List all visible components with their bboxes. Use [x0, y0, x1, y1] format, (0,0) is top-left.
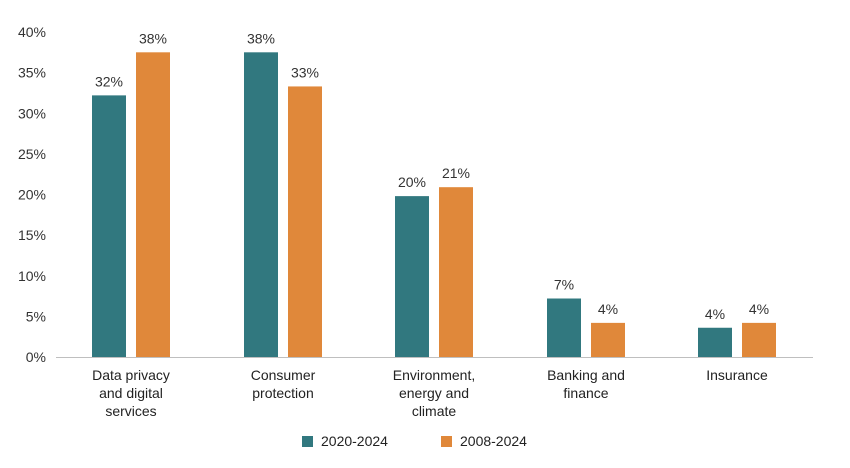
data-label: 4%	[598, 301, 618, 317]
x-category-line: and digital	[99, 385, 163, 401]
y-tick-label: 5%	[26, 308, 46, 324]
x-category-line: finance	[563, 385, 608, 401]
y-tick-label: 0%	[26, 349, 46, 365]
y-tick-label: 20%	[18, 187, 46, 203]
bar-2020-2024-4	[698, 327, 732, 357]
bar-2020-2024-0	[92, 95, 126, 357]
y-tick-label: 40%	[18, 24, 46, 40]
data-label: 38%	[139, 30, 167, 46]
legend: 2020-2024 2008-2024	[302, 433, 527, 449]
bar-2020-2024-1	[244, 52, 278, 357]
bar-2008-2024-0	[136, 52, 170, 357]
y-tick-label: 10%	[18, 268, 46, 284]
x-category-line: Data privacy	[92, 367, 170, 383]
data-label: 21%	[442, 165, 470, 181]
data-label: 20%	[398, 174, 426, 190]
x-category-line: protection	[252, 385, 313, 401]
bar-2020-2024-2	[395, 196, 429, 357]
x-category-label: Data privacy and digital services	[92, 367, 170, 419]
x-category-label: Consumer protection	[251, 367, 316, 401]
x-category-label: Insurance	[706, 367, 768, 383]
data-label: 32%	[95, 73, 123, 89]
bar-2008-2024-4	[742, 322, 776, 357]
data-label: 38%	[247, 30, 275, 46]
x-category-line: Environment,	[393, 367, 475, 383]
x-category-label: Environment, energy and climate	[393, 367, 475, 419]
x-category-line: Banking and	[547, 367, 625, 383]
y-axis: 0% 5% 10% 15% 20% 25% 30% 35% 40%	[18, 24, 46, 365]
x-axis: Data privacy and digital services Consumer p…	[92, 367, 768, 419]
bar-2020-2024-3	[547, 298, 581, 357]
y-tick-label: 25%	[18, 146, 46, 162]
x-category-line: services	[105, 403, 156, 419]
x-category-line: climate	[412, 403, 457, 419]
data-label: 4%	[705, 306, 725, 322]
data-labels: 32% 38% 20% 7% 4% 38% 33% 21% 4% 4%	[95, 30, 769, 321]
x-category-line: Insurance	[706, 367, 768, 383]
bar-2008-2024-3	[591, 322, 625, 357]
data-label: 4%	[749, 301, 769, 317]
y-tick-label: 35%	[18, 65, 46, 81]
data-label: 7%	[554, 277, 574, 293]
y-tick-label: 30%	[18, 105, 46, 121]
bar-2008-2024-1	[288, 86, 322, 357]
bar-2008-2024-2	[439, 187, 473, 357]
x-category-line: energy and	[399, 385, 469, 401]
x-category-line: Consumer	[251, 367, 316, 383]
legend-swatch	[302, 436, 313, 447]
legend-swatch	[441, 436, 452, 447]
bars	[92, 52, 776, 357]
x-category-label: Banking and finance	[547, 367, 625, 401]
y-tick-label: 15%	[18, 227, 46, 243]
data-label: 33%	[291, 64, 319, 80]
legend-label: 2008-2024	[460, 433, 527, 449]
legend-label: 2020-2024	[321, 433, 388, 449]
